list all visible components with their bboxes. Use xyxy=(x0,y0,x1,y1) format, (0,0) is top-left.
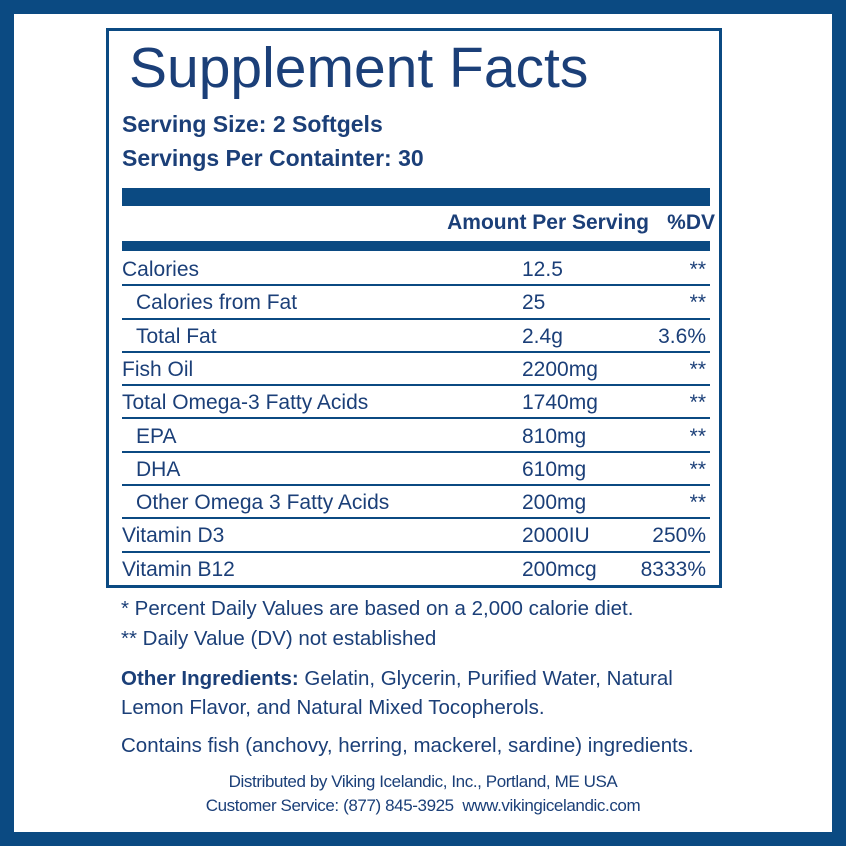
facts-box: Supplement Facts Serving Size: 2 Softgel… xyxy=(106,28,722,588)
nutrient-amount: 25 xyxy=(522,291,546,315)
nutrient-name: Total Fat xyxy=(136,324,217,348)
nutrient-amount: 2.4g xyxy=(522,324,563,348)
facts-row: Total Omega-3 Fatty Acids 1740mg ** xyxy=(122,386,710,420)
nutrient-dv: 250% xyxy=(652,524,706,548)
nutrient-name: DHA xyxy=(136,457,181,481)
amount-header: Amount Per Serving xyxy=(447,211,649,234)
nutrient-amount: 1740mg xyxy=(522,391,598,415)
nutrient-amount: 2200mg xyxy=(522,357,598,381)
facts-row: Calories from Fat 25 ** xyxy=(122,286,710,320)
facts-row: DHA 610mg ** xyxy=(122,453,710,487)
nutrient-dv: ** xyxy=(689,258,706,281)
nutrient-name: Calories from Fat xyxy=(136,291,298,315)
dv-header: %DV xyxy=(667,211,715,234)
nutrient-dv: ** xyxy=(689,391,706,415)
nutrient-amount: 810mg xyxy=(522,424,587,448)
nutrient-amount: 200mg xyxy=(522,491,587,515)
medium-bar xyxy=(122,241,710,251)
nutrient-dv: ** xyxy=(689,491,706,515)
other-ingredients-text: Gelatin, Glycerin, Purified Water, Natur… xyxy=(121,667,673,719)
serving-size: Serving Size: 2 Softgels xyxy=(122,111,383,137)
title: Supplement Facts xyxy=(129,36,589,100)
nutrient-dv: ** xyxy=(689,357,706,381)
nutrient-dv: ** xyxy=(689,424,706,448)
nutrient-dv: 3.6% xyxy=(658,324,706,348)
nutrient-amount: 2000IU xyxy=(522,524,590,548)
nutrient-amount: 12.5 xyxy=(522,258,563,281)
other-ingredients-label: Other Ingredients: xyxy=(121,667,299,690)
footnote: * Percent Daily Values are based on a 2,… xyxy=(121,597,634,620)
facts-row: Vitamin B12 200mcg 8333% xyxy=(122,553,710,586)
other-ingredients: Other Ingredients: Gelatin, Glycerin, Pu… xyxy=(121,664,721,722)
facts-row: Calories 12.5 ** xyxy=(122,253,710,287)
footnote: ** Daily Value (DV) not established xyxy=(121,627,437,650)
facts-row: Vitamin D3 2000IU 250% xyxy=(122,519,710,553)
nutrient-dv: 8333% xyxy=(640,557,706,581)
facts-row: EPA 810mg ** xyxy=(122,420,710,453)
nutrient-name: Other Omega 3 Fatty Acids xyxy=(136,491,390,515)
facts-row: Total Fat 2.4g 3.6% xyxy=(122,320,710,353)
nutrient-name: Vitamin D3 xyxy=(122,524,225,548)
contains: Contains fish (anchovy, herring, mackere… xyxy=(121,734,694,757)
distributor: Distributed by Viking Icelandic, Inc., P… xyxy=(228,772,618,791)
customer-service: Customer Service: (877) 845-3925 www.vik… xyxy=(205,796,641,815)
thick-bar xyxy=(122,188,710,206)
nutrient-dv: ** xyxy=(689,291,706,315)
nutrient-amount: 610mg xyxy=(522,457,587,481)
nutrient-name: Total Omega-3 Fatty Acids xyxy=(122,391,369,415)
nutrient-name: Vitamin B12 xyxy=(122,557,235,581)
nutrient-dv: ** xyxy=(689,457,706,481)
nutrient-name: EPA xyxy=(136,424,177,448)
nutrient-name: Fish Oil xyxy=(122,357,194,381)
nutrient-amount: 200mcg xyxy=(522,557,597,581)
nutrient-name: Calories xyxy=(122,258,200,281)
facts-row: Other Omega 3 Fatty Acids 200mg ** xyxy=(122,486,710,520)
facts-row: Fish Oil 2200mg ** xyxy=(122,353,710,387)
servings-per-container: Servings Per Containter: 30 xyxy=(122,145,424,171)
